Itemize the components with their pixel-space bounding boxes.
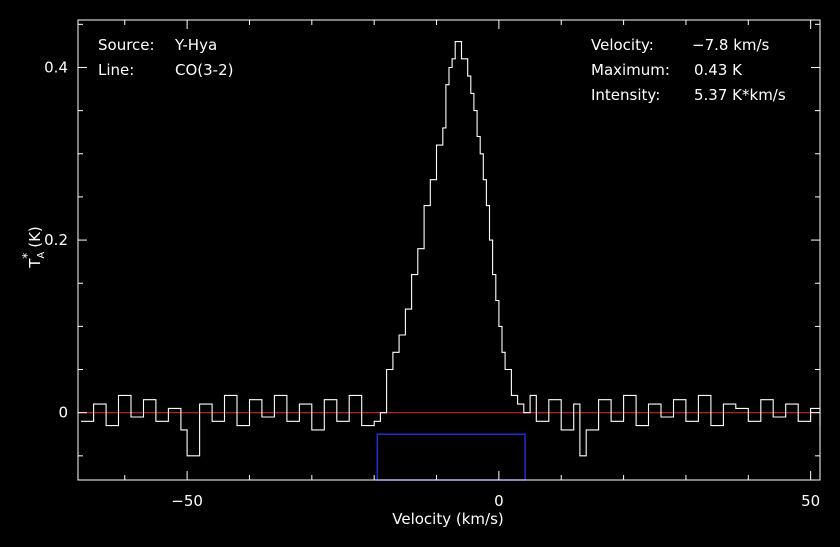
velocity-label: Velocity: xyxy=(591,36,654,54)
y-axis-title-sub: A xyxy=(36,252,47,259)
x-tick-label: −50 xyxy=(171,492,203,510)
y-tick-label: 0.2 xyxy=(44,231,68,249)
velocity-value: −7.8 km/s xyxy=(692,36,770,54)
y-axis-title: TA* (K) xyxy=(20,226,47,269)
y-axis-title-sup: * xyxy=(20,253,34,259)
maximum-label: Maximum: xyxy=(591,61,670,79)
y-tick-label: 0 xyxy=(58,404,68,422)
integration-window xyxy=(376,433,526,481)
y-axis-title-unit: (K) xyxy=(26,226,44,248)
line-label: Line: xyxy=(98,61,134,79)
y-tick-label: 0.4 xyxy=(44,58,68,76)
info-panel-right: Velocity: −7.8 km/s Maximum: 0.43 K Inte… xyxy=(591,36,786,104)
maximum-value: 0.43 K xyxy=(694,61,743,79)
x-axis-title: Velocity (km/s) xyxy=(392,510,503,528)
spectrum-series-0 xyxy=(81,41,821,457)
intensity-label: Intensity: xyxy=(591,86,660,104)
plot-frame xyxy=(77,19,821,481)
y-axis-title-main: T xyxy=(26,258,44,269)
svg-text:TA*(K): TA* (K) xyxy=(20,226,47,269)
x-tick-label: 0 xyxy=(494,492,504,510)
line-value: CO(3-2) xyxy=(175,61,233,79)
source-value: Y-Hya xyxy=(174,36,217,54)
intensity-value: 5.37 K*km/s xyxy=(694,86,786,104)
x-tick-label: 50 xyxy=(801,492,820,510)
info-panel-left: Source: Y-Hya Line: CO(3-2) xyxy=(98,36,233,79)
source-label: Source: xyxy=(98,36,155,54)
